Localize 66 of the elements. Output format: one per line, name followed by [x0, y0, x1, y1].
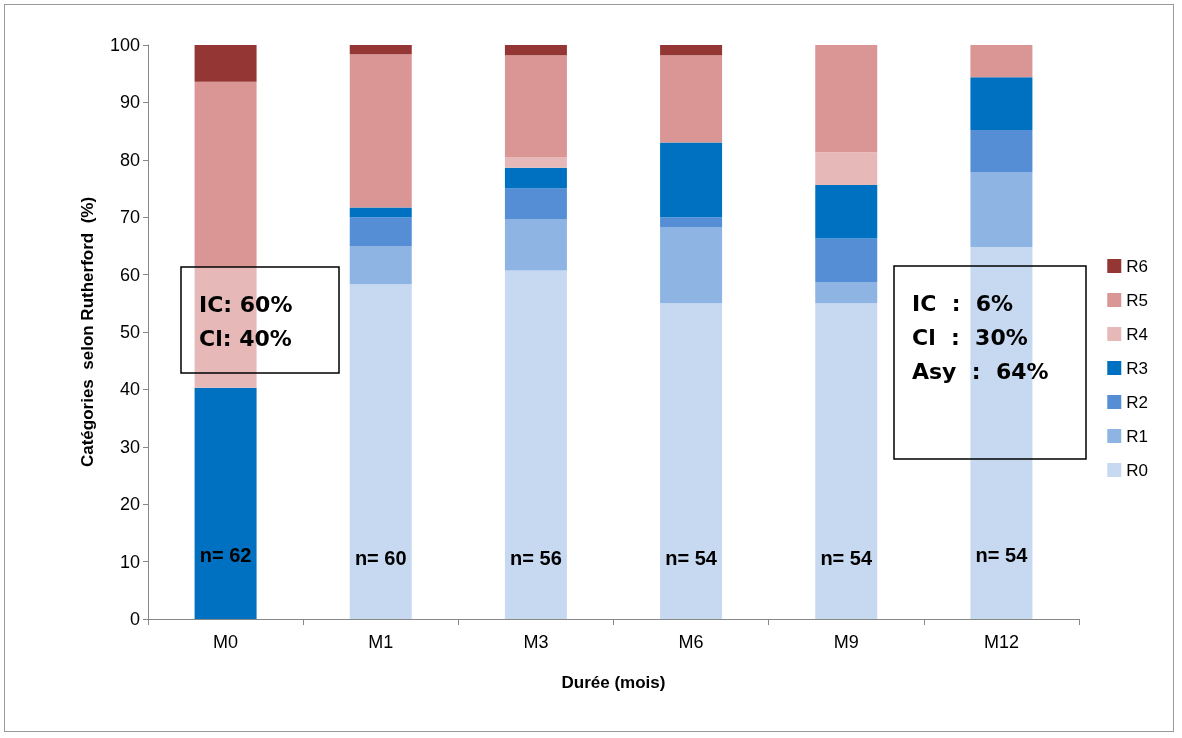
annotation: n= 54 — [820, 547, 873, 569]
bar — [504, 167, 567, 189]
bar — [349, 245, 412, 285]
legend-label: R3 — [1126, 358, 1148, 378]
bar — [970, 129, 1033, 173]
bar — [194, 81, 257, 268]
x-tick-label: M9 — [833, 632, 859, 652]
x-tick-label: M3 — [523, 632, 549, 652]
bar — [504, 45, 567, 56]
y-tick-label: 50 — [119, 322, 140, 342]
annotation: IC: 60% Cl: 40% — [199, 291, 293, 351]
x-tick-label: M6 — [678, 632, 704, 652]
y-tick-label: 80 — [119, 149, 140, 170]
bar — [970, 77, 1033, 130]
y-tick-label: 20 — [119, 494, 140, 515]
bar — [349, 207, 412, 218]
legend-label: R1 — [1126, 426, 1148, 446]
bar — [815, 152, 878, 186]
bar — [815, 303, 878, 619]
y-tick-label: 100 — [109, 35, 140, 55]
bar — [815, 238, 878, 283]
bar — [660, 55, 723, 143]
x-tick-label: M12 — [983, 632, 1019, 652]
bar — [815, 185, 878, 239]
legend-label: R2 — [1126, 392, 1148, 412]
annotation: n= 60 — [354, 547, 407, 569]
bar — [504, 188, 567, 220]
y-tick-label: 40 — [119, 379, 140, 400]
bar — [660, 45, 723, 56]
y-tick-label: 60 — [119, 264, 140, 285]
bar — [349, 45, 412, 55]
x-axis-title: Durée (mois) — [561, 673, 666, 692]
bar — [660, 227, 723, 304]
annotation: IC : 6% Cl : 30% Asy : 64% — [912, 290, 1049, 384]
x-tick-label: M0 — [213, 632, 239, 652]
annotation: n= 56 — [510, 547, 562, 569]
bar — [815, 282, 878, 304]
bar — [504, 55, 567, 158]
bar — [815, 45, 878, 153]
bar — [660, 142, 723, 218]
bar — [504, 157, 567, 168]
y-tick-label: 30 — [119, 436, 140, 457]
y-tick-label: 0 — [129, 609, 140, 629]
bar — [194, 45, 257, 82]
bar — [504, 270, 567, 619]
bar — [349, 217, 412, 246]
legend-label: R0 — [1126, 460, 1148, 480]
bar — [194, 387, 257, 619]
legend-label: R5 — [1126, 290, 1148, 310]
bar — [660, 217, 723, 228]
bar — [970, 45, 1033, 78]
legend-label: R4 — [1126, 324, 1148, 344]
bar — [504, 219, 567, 271]
annotation: n= 62 — [199, 544, 252, 566]
x-tick-label: M1 — [368, 632, 394, 652]
y-tick-label: 10 — [119, 551, 140, 572]
legend-label: R6 — [1126, 256, 1148, 276]
bar — [660, 303, 723, 619]
y-axis-title: Catégories selon Rutherford (%) — [78, 196, 97, 468]
bar — [349, 54, 412, 208]
y-tick-label: 90 — [119, 92, 140, 113]
annotation: n= 54 — [975, 544, 1029, 566]
bar — [349, 284, 412, 619]
y-tick-label: 70 — [119, 207, 140, 228]
bar — [970, 172, 1033, 248]
annotation: n= 54 — [665, 547, 718, 569]
